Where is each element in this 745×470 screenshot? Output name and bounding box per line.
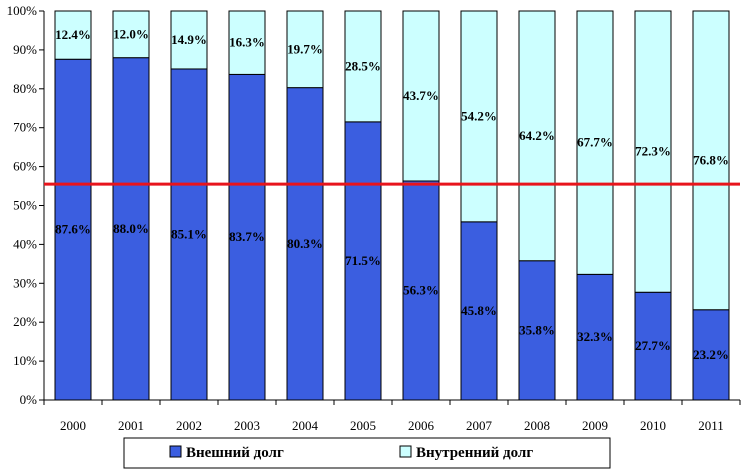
data-label-internal-2002: 14.9% [171, 32, 207, 47]
y-tick-label: 50% [13, 198, 37, 213]
data-label-internal-2011: 76.8% [693, 152, 729, 167]
bar-external-2005 [344, 121, 382, 401]
data-label-internal-2000: 12.4% [55, 27, 91, 42]
legend-swatch-internal [399, 445, 412, 458]
data-label-external-2005: 71.5% [345, 253, 381, 268]
bars-group [54, 10, 730, 401]
data-label-external-2002: 85.1% [171, 226, 207, 241]
data-label-internal-2003: 16.3% [229, 35, 265, 50]
legend-label-internal: Внутренний долг [416, 445, 533, 461]
y-tick-label: 60% [13, 159, 37, 174]
bar-internal-2000 [54, 10, 92, 60]
bar-internal-2006 [402, 10, 440, 182]
y-tick-label: 100% [7, 3, 38, 18]
x-tick-label: 2011 [698, 418, 724, 433]
data-label-external-2009: 32.3% [577, 329, 613, 344]
y-tick-label: 70% [13, 120, 37, 135]
bar-external-2000 [54, 58, 92, 401]
y-tick-label: 90% [13, 42, 37, 57]
x-tick-label: 2003 [234, 418, 260, 433]
x-tick-label: 2008 [524, 418, 550, 433]
x-tick-label: 2005 [350, 418, 376, 433]
y-tick-label: 20% [13, 314, 37, 329]
y-tick-label: 10% [13, 353, 37, 368]
data-label-external-2007: 45.8% [461, 303, 497, 318]
data-label-internal-2001: 12.0% [113, 26, 149, 41]
x-tick-label: 2001 [118, 418, 144, 433]
bar-internal-2011 [692, 10, 730, 311]
axes-group: 0% 10% 20% 30% 40% 50% 60% 70% 80% 90% 100% 2000 200… [7, 3, 741, 433]
data-label-internal-2008: 64.2% [519, 128, 555, 143]
legend-swatch-external [169, 445, 182, 458]
y-tick-label: 40% [13, 236, 37, 251]
bar-external-2010 [634, 291, 672, 401]
data-label-external-2004: 80.3% [287, 236, 323, 251]
bar-internal-2005 [344, 10, 382, 123]
data-label-internal-2005: 28.5% [345, 58, 381, 73]
data-label-internal-2006: 43.7% [403, 88, 439, 103]
data-label-internal-2010: 72.3% [635, 144, 671, 159]
x-tick-label: 2000 [60, 418, 86, 433]
data-label-external-2006: 56.3% [403, 282, 439, 297]
x-tick-label: 2010 [640, 418, 666, 433]
data-labels-group: 87.6% 12.4% 88.0% 12.0% 85.1% 14.9% 83.7% 16.3%… [55, 26, 729, 362]
legend-box [123, 437, 611, 469]
bar-internal-2002 [170, 10, 208, 70]
data-label-external-2000: 87.6% [55, 222, 91, 237]
y-tick-label: 30% [13, 275, 37, 290]
data-label-internal-2004: 19.7% [287, 41, 323, 56]
data-label-external-2010: 27.7% [635, 338, 671, 353]
data-label-internal-2009: 67.7% [577, 135, 613, 150]
bar-external-2008 [518, 260, 556, 401]
bar-internal-2007 [460, 10, 498, 223]
bar-external-2009 [576, 273, 614, 401]
data-label-external-2008: 35.8% [519, 322, 555, 337]
bar-internal-2001 [112, 10, 150, 59]
y-tick-label: 80% [13, 81, 37, 96]
x-tick-label: 2002 [176, 418, 202, 433]
bar-internal-2009 [576, 10, 614, 275]
x-tick-label: 2009 [582, 418, 608, 433]
bar-internal-2010 [634, 10, 672, 293]
x-tick-label: 2004 [292, 418, 319, 433]
legend-label-external: Внешний долг [186, 445, 284, 461]
data-label-external-2003: 83.7% [229, 229, 265, 244]
legend: Внешний долг Внутренний долг [123, 437, 611, 469]
data-label-internal-2007: 54.2% [461, 108, 497, 123]
x-tick-label: 2006 [408, 418, 435, 433]
x-tick-label: 2007 [466, 418, 493, 433]
bar-internal-2004 [286, 10, 324, 89]
data-label-external-2011: 23.2% [693, 347, 729, 362]
data-label-external-2001: 88.0% [113, 221, 149, 236]
bar-internal-2003 [228, 10, 266, 75]
bar-internal-2008 [518, 10, 556, 262]
y-tick-label: 0% [20, 392, 38, 407]
bar-external-2011 [692, 309, 730, 401]
